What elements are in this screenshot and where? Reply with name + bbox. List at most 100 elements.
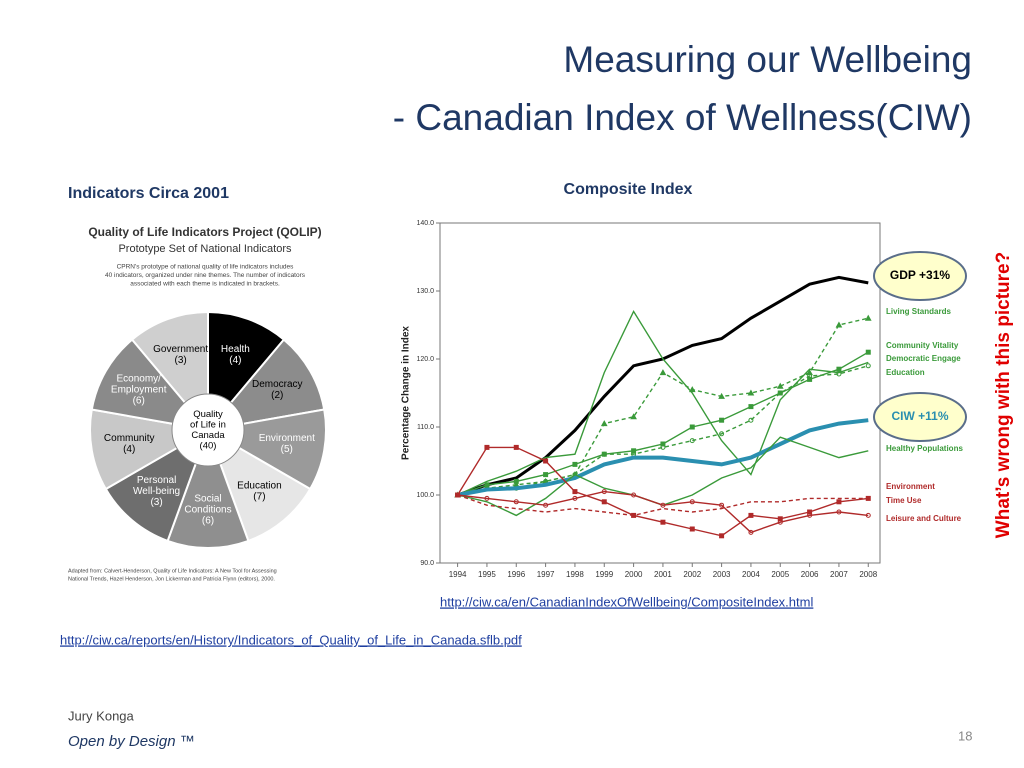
- qolip-source: National Trends, Hazel Henderson, Jon Li…: [68, 576, 275, 582]
- marker: [484, 444, 490, 450]
- series-line: [457, 418, 869, 497]
- marker: [484, 495, 490, 501]
- segment-label: Employment: [111, 385, 167, 396]
- marker: [543, 472, 549, 478]
- marker: [748, 404, 754, 410]
- y-tick-label: 140.0: [416, 220, 434, 227]
- wheel-segment: [206, 427, 312, 543]
- segment-label: Community: [104, 433, 155, 444]
- marker: [660, 502, 666, 508]
- marker: [748, 529, 754, 535]
- segment-label: Economy/: [116, 374, 161, 385]
- marker: [836, 366, 842, 372]
- x-tick-label: 2005: [771, 570, 789, 579]
- wheel-segment: [104, 427, 210, 543]
- marker: [747, 389, 755, 396]
- y-tick-label: 110.0: [417, 424, 434, 431]
- marker: [718, 392, 725, 399]
- segment-label: Social: [194, 494, 221, 505]
- x-tick-label: 2001: [654, 570, 672, 579]
- marker: [836, 371, 842, 377]
- marker: [631, 448, 637, 454]
- legend-entry: Time Use: [886, 496, 922, 505]
- marker: [513, 478, 519, 484]
- marker: [777, 390, 783, 396]
- center-label: Canada: [191, 430, 225, 441]
- marker: [719, 502, 725, 508]
- segment-label: (2): [271, 390, 283, 401]
- marker: [776, 382, 784, 389]
- marker: [631, 492, 637, 498]
- marker: [865, 363, 871, 369]
- legend-entry: Healthy Populations: [886, 444, 963, 453]
- side-note: What’s wrong with this picture?: [993, 252, 1014, 538]
- x-tick-label: 2000: [625, 570, 643, 579]
- x-tick-label: 2004: [742, 570, 760, 579]
- callout: [873, 251, 967, 301]
- marker: [660, 441, 666, 447]
- marker: [689, 438, 695, 444]
- marker: [660, 444, 666, 450]
- segment-label: Personal: [137, 475, 176, 486]
- x-tick-label: 2003: [713, 570, 731, 579]
- marker: [807, 509, 813, 515]
- link[interactable]: http://ciw.ca/en/CanadianIndexOfWellbein…: [440, 594, 813, 609]
- marker: [865, 512, 871, 518]
- x-tick-label: 2007: [830, 570, 848, 579]
- y-axis-label: Percentage Change in Index: [401, 326, 412, 460]
- x-tick-label: 1996: [507, 570, 525, 579]
- qolip-note: CPRN's prototype of national quality of …: [117, 264, 295, 271]
- wheel-center: [171, 393, 245, 467]
- center-label: Quality: [193, 409, 223, 420]
- marker: [777, 516, 783, 522]
- marker: [865, 349, 871, 355]
- segment-label: (3): [150, 497, 162, 508]
- title-line: - Canadian Index of Wellness(CIW): [393, 97, 972, 138]
- link[interactable]: http://ciw.ca/reports/en/History/Indicat…: [60, 632, 522, 647]
- qolip-note: 40 indicators, organized under nine them…: [105, 272, 306, 279]
- marker: [572, 461, 578, 467]
- marker: [719, 431, 725, 437]
- y-tick-label: 90.0: [420, 560, 434, 567]
- marker: [719, 533, 725, 539]
- qolip-source: Adapted from: Calvert-Henderson, Quality…: [68, 568, 277, 574]
- segment-label: (4): [229, 355, 241, 366]
- marker: [660, 519, 666, 525]
- x-tick-label: 2006: [801, 570, 819, 579]
- marker: [835, 321, 843, 328]
- qolip-subtitle: Prototype Set of National Indicators: [118, 243, 292, 255]
- x-tick-label: 2008: [859, 570, 877, 579]
- series-line: [457, 494, 869, 517]
- segment-label: (6): [133, 396, 145, 407]
- left-heading: Indicators Circa 2001: [68, 185, 229, 202]
- segment-label: (5): [281, 444, 293, 455]
- marker: [513, 499, 519, 505]
- marker: [688, 386, 696, 393]
- legend-entry: Community Vitality: [886, 341, 959, 350]
- marker: [455, 492, 461, 498]
- marker: [748, 417, 754, 423]
- segment-label: Democracy: [252, 379, 303, 390]
- marker: [601, 489, 607, 495]
- marker: [777, 519, 783, 525]
- segment-label: Well-being: [133, 486, 180, 497]
- y-tick-label: 120.0: [416, 356, 434, 363]
- marker: [601, 451, 607, 457]
- wheel-segment: [205, 338, 326, 432]
- marker: [601, 499, 607, 505]
- segment-label: (3): [175, 355, 187, 366]
- marker: [748, 512, 754, 518]
- marker: [806, 369, 813, 376]
- segment-label: Conditions: [184, 505, 231, 516]
- callout-text: CIW +11%: [891, 409, 948, 423]
- marker: [807, 512, 813, 518]
- legend-entry: Environment: [886, 482, 935, 491]
- marker: [659, 369, 667, 376]
- segment-label: Education: [237, 480, 281, 491]
- series-line: [457, 490, 869, 534]
- center-label: of Life in: [190, 419, 226, 430]
- page-number: 18: [958, 728, 972, 743]
- tagline: Open by Design ™: [68, 733, 195, 750]
- marker: [513, 444, 519, 450]
